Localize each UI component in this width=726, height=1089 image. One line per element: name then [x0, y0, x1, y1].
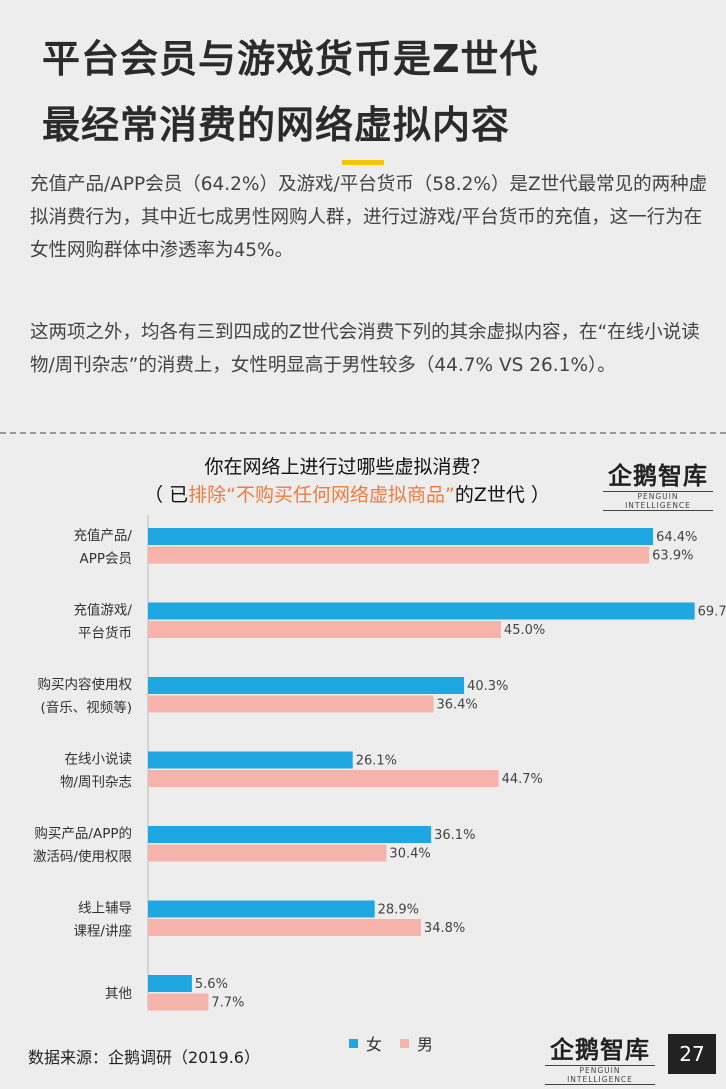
- data-label: 36.4%: [436, 698, 477, 713]
- note-suffix: 的Z世代 ）: [454, 484, 550, 506]
- legend-female: 女: [349, 1031, 382, 1055]
- data-label: 69.7%: [698, 605, 726, 620]
- bar-male: [148, 919, 421, 936]
- category-label: 平台货币: [78, 624, 132, 641]
- logo-cn-text: 企鹅智库: [550, 1036, 650, 1064]
- legend-male: 男: [400, 1031, 433, 1055]
- note-prefix: （ 已: [144, 484, 189, 506]
- bar-male: [148, 621, 501, 638]
- data-label: 34.8%: [424, 921, 465, 936]
- category-label: 充值产品/: [73, 528, 132, 544]
- data-label: 45.0%: [504, 623, 545, 638]
- category-label: 课程/讲座: [73, 923, 132, 939]
- bar-female: [148, 900, 375, 918]
- category-label: 其他: [105, 986, 132, 1002]
- summary-paragraph-1: 充值产品/APP会员（64.2%）及游戏/平台货币（58.2%）是Z世代最常见的…: [30, 174, 708, 261]
- summary-paragraph-2: 这两项之外，均各有三到四成的Z世代会消费下列的其余虚拟内容，在“在线小说读物/周…: [30, 322, 700, 376]
- bar-female: [148, 751, 353, 769]
- category-label: 物/周刊杂志: [60, 774, 132, 790]
- data-label: 28.9%: [378, 903, 419, 918]
- bar-male: [148, 844, 387, 862]
- page-number: 27: [668, 1034, 716, 1074]
- data-label: 26.1%: [356, 754, 397, 769]
- category-label: APP会员: [79, 551, 132, 567]
- logo-en-text: PENGUIN INTELLIGENCE: [603, 491, 713, 511]
- chart-question: 你在网络上进行过哪些虚拟消费？: [204, 456, 490, 478]
- note-highlight: 排除“不购买任何网络虚拟商品”: [188, 484, 455, 506]
- accent-bar: [342, 160, 384, 165]
- data-label: 5.6%: [195, 977, 228, 992]
- bar-chart: 充值产品/APP会员 64.4% 63.9% 充值游戏/平台货币 69.7% 45.0% 购…: [33, 515, 726, 1011]
- legend-male-swatch: [400, 1038, 409, 1048]
- legend-female-swatch: [349, 1038, 358, 1048]
- page-title-line1: 平台会员与游戏货币是Z世代: [42, 37, 539, 81]
- legend-male-label: 男: [417, 1035, 434, 1054]
- bar-female: [148, 602, 695, 620]
- category-label: (音乐、视频等): [40, 699, 132, 716]
- category-label: 购买产品/APP的: [34, 826, 132, 842]
- data-label: 30.4%: [389, 847, 430, 862]
- category-label: 购买内容使用权: [38, 676, 133, 693]
- bar-male: [148, 695, 434, 713]
- category-label: 充值游戏/: [73, 602, 132, 618]
- bar-male: [148, 770, 499, 787]
- bar-female: [148, 528, 654, 545]
- data-label: 40.3%: [467, 679, 508, 694]
- category-label: 在线小说读: [65, 751, 133, 767]
- bar-female: [148, 826, 432, 843]
- data-label: 64.4%: [656, 530, 697, 545]
- bar-female: [148, 677, 465, 694]
- data-label: 63.9%: [652, 549, 693, 564]
- chart-question-note: （ 已排除“不购买任何网络虚拟商品”的Z世代 ）: [0, 480, 710, 507]
- bar-male: [148, 546, 650, 564]
- penguin-logo-bottom: 企鹅智库 PENGUIN INTELLIGENCE: [545, 1030, 655, 1086]
- logo-en-text: PENGUIN INTELLIGENCE: [545, 1065, 655, 1085]
- logo-cn-text: 企鹅智库: [608, 462, 708, 490]
- page-title-line2: 最经常消费的网络虚拟内容: [42, 103, 511, 147]
- data-source: 数据来源：企鹅调研（2019.6）: [28, 1048, 260, 1067]
- legend-female-label: 女: [366, 1035, 383, 1054]
- section-divider: [0, 432, 726, 434]
- data-label: 44.7%: [502, 772, 543, 787]
- data-label: 7.7%: [211, 996, 244, 1011]
- bar-male: [148, 993, 209, 1011]
- penguin-logo-top: 企鹅智库 PENGUIN INTELLIGENCE: [603, 456, 713, 512]
- category-label: 线上辅导: [78, 900, 132, 916]
- data-label: 36.1%: [434, 828, 475, 843]
- bar-female: [148, 975, 192, 992]
- category-label: 激活码/使用权限: [33, 848, 133, 865]
